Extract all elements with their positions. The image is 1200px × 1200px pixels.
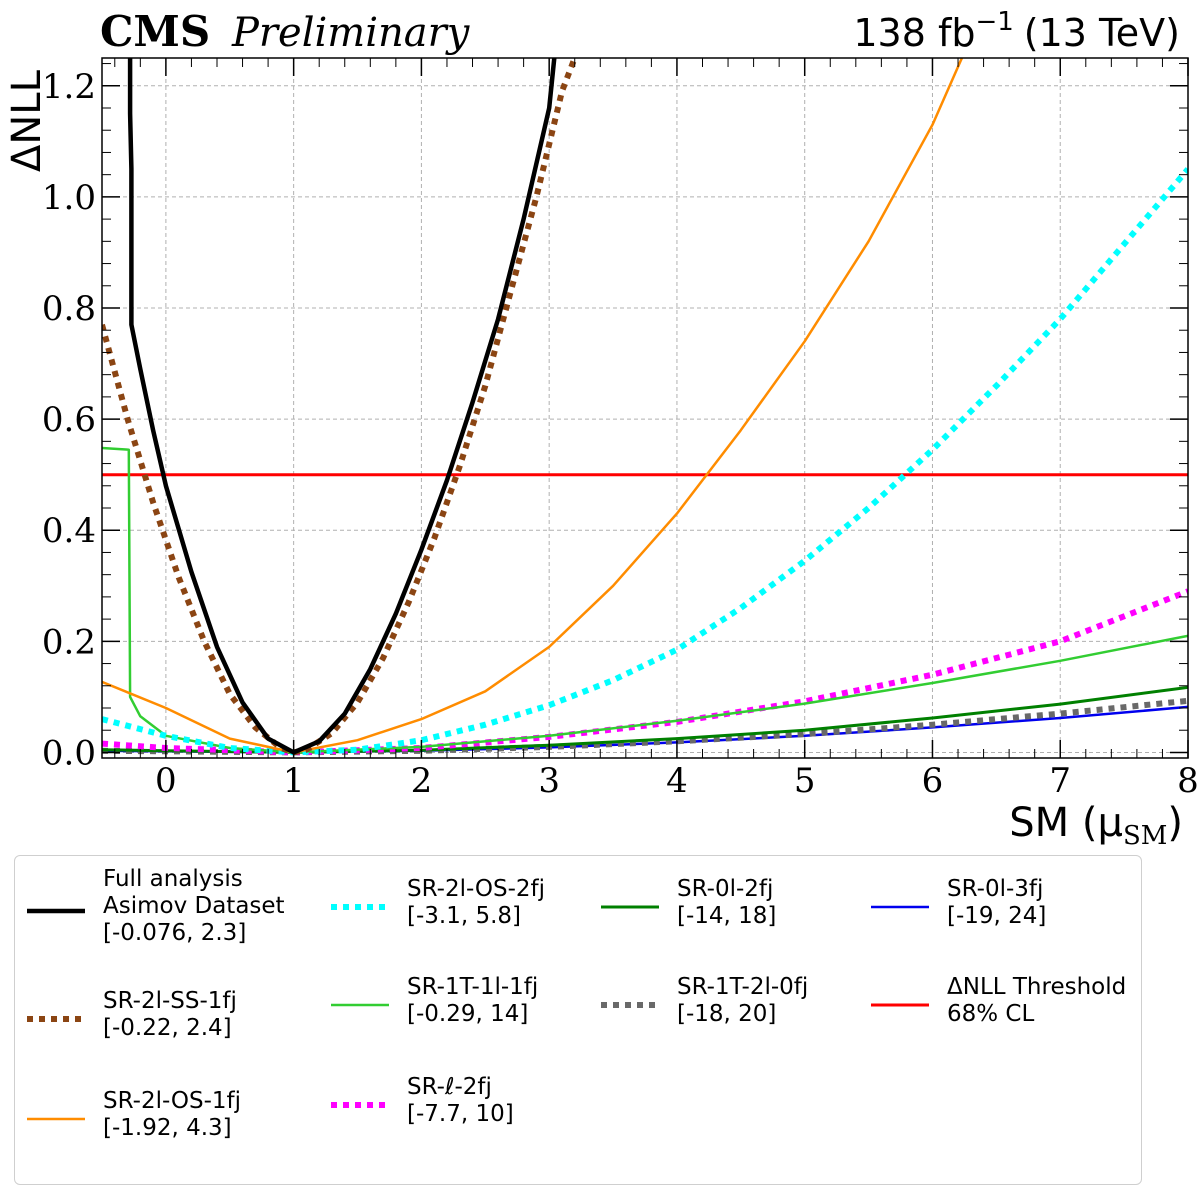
legend-entry: SR-2l-OS-2fj [-3.1, 5.8] [331, 876, 601, 930]
legend-label: SR-ℓ-2fj [407, 1074, 492, 1100]
legend-swatch [27, 1016, 85, 1022]
lumi-value: 138 fb [853, 11, 975, 55]
series-line-sr-2fj [102, 588, 1188, 756]
chart: CMS Preliminary 138 fb−1 (13 TeV) 0 1 2 3 4 5 6… [4, 7, 1199, 850]
legend-entry: SR-1T-1l-1fj [-0.29, 14] [331, 974, 601, 1028]
legend-entry: ΔNLL Threshold 68% CL [871, 974, 1141, 1028]
y-tick-label: 0.4 [42, 511, 96, 551]
legend-label: [-14, 18] [677, 903, 777, 929]
x-axis-label-sub: SM [1123, 821, 1167, 850]
legend-label: SR-2l-OS-1fj [103, 1088, 242, 1114]
legend-label: [-0.076, 2.3] [103, 920, 247, 946]
x-axis-label-main: SM (μ [1009, 800, 1123, 846]
x-axis-label-close: ) [1167, 800, 1183, 846]
legend-swatch [27, 908, 85, 913]
lumi-label: 138 fb−1 (13 TeV) [853, 7, 1180, 55]
status-label: Preliminary [231, 10, 471, 56]
x-tick-label: 6 [922, 761, 944, 801]
x-tick-label: 5 [794, 761, 816, 801]
x-tick-label: 1 [283, 761, 305, 801]
y-axis-label: ΔNLL [4, 69, 50, 172]
series-line-full-analysis-asimov-dataset [127, 58, 557, 755]
x-tick-label: 8 [1177, 761, 1199, 801]
plot-frame [101, 57, 1189, 759]
legend-swatch [601, 1002, 659, 1008]
legend-swatch [331, 1102, 389, 1108]
y-tick-label: 0.8 [42, 289, 96, 329]
x-tick-label: 4 [666, 761, 688, 801]
x-tick-label: 2 [411, 761, 433, 801]
legend-label: Full analysis [103, 866, 243, 892]
legend-swatch [871, 1003, 929, 1007]
y-tick-label: 1.2 [42, 67, 96, 107]
legend-label: SR-1T-1l-1fj [407, 974, 539, 1000]
series-line-sr-2l-ss-1fj [102, 58, 578, 756]
y-tick-label: 0.2 [42, 622, 96, 662]
y-tick-label: 0.0 [42, 733, 96, 773]
x-tick-label: 0 [155, 761, 177, 801]
legend-label: [-18, 20] [677, 1001, 777, 1027]
legend-entry: SR-1T-2l-0fj [-18, 20] [601, 974, 871, 1028]
legend-label: SR-1T-2l-0fj [677, 974, 809, 1000]
series-line-sr-2l-os-2fj [102, 167, 1188, 756]
legend-label: Asimov Dataset [103, 893, 285, 919]
axis-ticks: 0 1 2 3 4 5 6 7 8 0.0 0.2 0.4 0.6 0.8 1.0 1.2 [42, 58, 1199, 801]
x-tick-label: 3 [538, 761, 560, 801]
legend-label: SR-0l-3fj [947, 876, 1044, 902]
legend-label: SR-0l-2fj [677, 876, 774, 902]
legend-entry: SR-ℓ-2fj [-7.7, 10] [331, 1074, 601, 1128]
legend-entry: SR-0l-3fj [-19, 24] [871, 876, 1141, 930]
series-line-sr-1t-1l-1fj [102, 446, 1188, 754]
y-tick-label: 1.0 [42, 178, 96, 218]
series-group [102, 58, 1188, 756]
x-tick-label: 7 [1049, 761, 1071, 801]
legend-label: [-1.92, 4.3] [103, 1115, 232, 1141]
legend-entry: SR-0l-2fj [-14, 18] [601, 876, 871, 930]
legend-label: SR-2l-SS-1fj [103, 988, 237, 1014]
legend-swatch [871, 905, 929, 909]
legend-entry: Full analysis Asimov Dataset [-0.076, 2.3] [27, 866, 297, 947]
legend-label: [-19, 24] [947, 903, 1047, 929]
grid [102, 58, 1189, 758]
legend-swatch [27, 1117, 85, 1121]
series-line-sr-2l-os-1fj [102, 58, 964, 754]
legend-label: 68% CL [947, 1001, 1035, 1027]
legend-entry: SR-2l-SS-1fj [-0.22, 2.4] [27, 988, 297, 1042]
legend-label: [-7.7, 10] [407, 1101, 514, 1127]
y-tick-label: 0.6 [42, 400, 96, 440]
series-line-sr-0l-2fj [102, 685, 1188, 754]
x-axis-label: SM (μSM) [1009, 800, 1183, 850]
legend-label: [-0.22, 2.4] [103, 1015, 232, 1041]
legend-label: SR-2l-OS-2fj [407, 876, 546, 902]
legend-swatch [331, 904, 389, 910]
legend-label: [-3.1, 5.8] [407, 903, 522, 929]
legend-label: [-0.29, 14] [407, 1001, 529, 1027]
experiment-label: CMS [100, 7, 210, 56]
legend-swatch [331, 1003, 389, 1007]
lumi-exponent: −1 [975, 7, 1013, 37]
legend: Full analysis Asimov Dataset [-0.076, 2.3]… [14, 855, 1142, 1185]
legend-swatch [601, 905, 659, 909]
legend-entry: SR-2l-OS-1fj [-1.92, 4.3] [27, 1088, 297, 1142]
legend-label: ΔNLL Threshold [947, 974, 1127, 1000]
energy-label: (13 TeV) [1024, 11, 1180, 55]
